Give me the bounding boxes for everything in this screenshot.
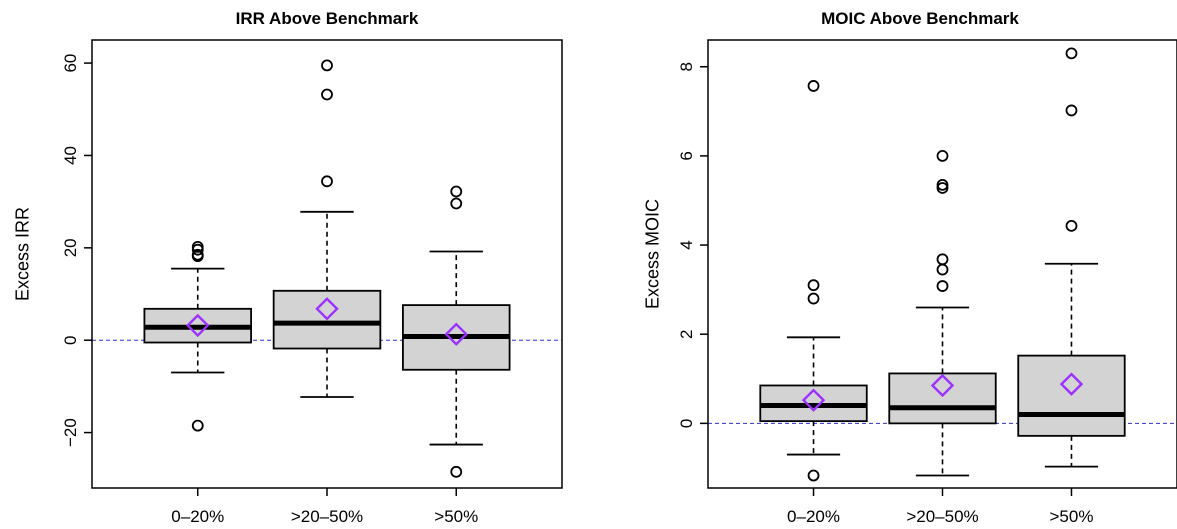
y-axis-label: Excess IRR <box>12 207 32 301</box>
y-tick-label: 8 <box>677 62 696 71</box>
x-tick-label: >20–50% <box>906 507 978 526</box>
panel-1: IRR Above Benchmark Excess IRR −20 0 20 40 60 0… <box>12 9 563 526</box>
y-tick-label: 0 <box>61 335 80 344</box>
outlier-point <box>450 465 463 478</box>
outlier-point <box>936 280 949 292</box>
outlier-point <box>1065 219 1078 232</box>
x-tick-label: 0–20% <box>787 507 840 526</box>
outlier-point <box>1065 47 1078 60</box>
plot-frame <box>91 39 563 489</box>
panel-2: MOIC Above Benchmark Excess MOIC 0 2 4 6 8 0–20… <box>642 9 1177 526</box>
mean-marker <box>930 373 955 398</box>
y-tick-label: 40 <box>61 146 80 165</box>
y-tick-label: 60 <box>61 54 80 73</box>
chart-title: MOIC Above Benchmark <box>821 9 1019 28</box>
outlier-point <box>1065 104 1078 117</box>
x-tick-label: >20–50% <box>291 507 363 526</box>
outlier-point <box>450 185 463 198</box>
chart-title: IRR Above Benchmark <box>236 9 419 28</box>
iqr-box <box>1017 354 1126 437</box>
outlier-point <box>807 279 820 292</box>
outlier-point <box>936 182 949 194</box>
box-3 <box>402 185 511 478</box>
outlier-point <box>936 263 949 276</box>
outlier-point <box>807 469 820 482</box>
outlier-point <box>936 150 949 162</box>
outlier-point <box>936 253 949 266</box>
x-tick-label: >50% <box>434 507 478 526</box>
outlier-point <box>321 59 333 72</box>
mean-marker <box>315 297 339 321</box>
y-tick-label: 2 <box>677 329 696 338</box>
y-axis-label: Excess MOIC <box>642 199 662 309</box>
box-2 <box>888 150 997 477</box>
box-3 <box>1017 47 1126 468</box>
outlier-point <box>191 419 204 432</box>
box-2 <box>272 59 382 398</box>
iqr-box <box>888 372 997 425</box>
outlier-point <box>191 243 204 256</box>
x-tick-label: 0–20% <box>171 507 224 526</box>
x-tick-label: >50% <box>1049 507 1093 526</box>
mean-marker <box>1059 372 1084 396</box>
y-tick-label: 20 <box>61 238 80 257</box>
mean-marker <box>801 388 826 412</box>
y-tick-label: 0 <box>677 419 696 428</box>
y-tick-label: 4 <box>677 240 696 249</box>
outlier-point <box>450 197 463 210</box>
y-tick-label: −20 <box>61 418 80 447</box>
outlier-point <box>807 292 820 305</box>
outlier-point <box>807 80 820 92</box>
y-tick-label: 6 <box>677 151 696 160</box>
outlier-point <box>191 250 204 263</box>
outlier-point <box>321 88 333 101</box>
box-1 <box>143 241 252 432</box>
outlier-point <box>321 175 333 188</box>
mean-marker <box>186 313 210 338</box>
mean-marker <box>444 322 468 346</box>
box-1 <box>759 80 868 482</box>
